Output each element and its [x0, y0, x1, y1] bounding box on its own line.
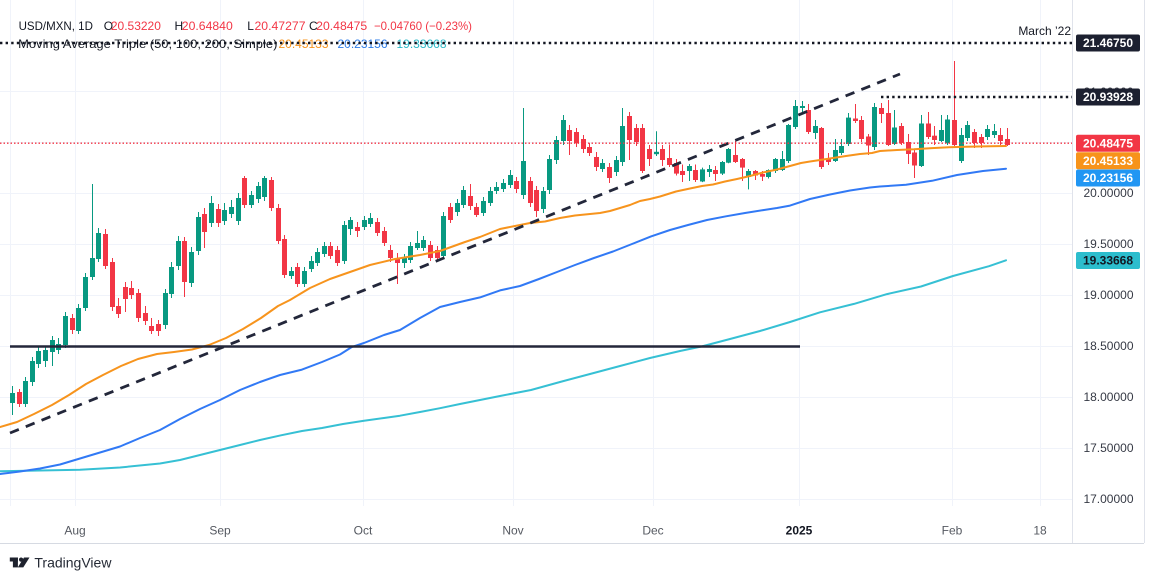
svg-text:19.50000: 19.50000	[1083, 237, 1133, 251]
svg-text:Sep: Sep	[209, 524, 231, 538]
svg-text:Aug: Aug	[64, 524, 85, 538]
svg-text:21.46750: 21.46750	[1083, 36, 1133, 50]
svg-text:19.33668: 19.33668	[1083, 254, 1133, 268]
svg-text:−0.04760 (−0.23%): −0.04760 (−0.23%)	[374, 19, 472, 33]
svg-text:20.47277: 20.47277	[255, 19, 306, 33]
svg-text:17.00000: 17.00000	[1083, 492, 1133, 506]
svg-text:20.53220: 20.53220	[111, 19, 161, 33]
svg-text:Nov: Nov	[502, 524, 523, 538]
svg-text:17.50000: 17.50000	[1083, 441, 1133, 455]
svg-text:20.48475: 20.48475	[316, 19, 367, 33]
svg-text:Oct: Oct	[354, 524, 373, 538]
svg-text:20.23156: 20.23156	[338, 37, 388, 51]
svg-text:O: O	[104, 19, 113, 33]
svg-text:18: 18	[1033, 524, 1047, 538]
svg-text:H: H	[175, 19, 184, 33]
svg-text:20.23156: 20.23156	[1083, 171, 1133, 185]
svg-text:20.00000: 20.00000	[1083, 186, 1133, 200]
svg-text:20.45133: 20.45133	[1083, 154, 1133, 168]
svg-text:2025: 2025	[786, 524, 813, 538]
svg-text:19.00000: 19.00000	[1083, 288, 1133, 302]
svg-text:TradingView: TradingView	[34, 555, 112, 571]
svg-text:C: C	[309, 19, 318, 33]
svg-text:L: L	[247, 19, 254, 33]
svg-text:20.93928: 20.93928	[1083, 90, 1133, 104]
svg-text:18.50000: 18.50000	[1083, 339, 1133, 353]
svg-text:20.64840: 20.64840	[182, 19, 233, 33]
svg-text:20.48475: 20.48475	[1083, 136, 1133, 150]
svg-text:Dec: Dec	[642, 524, 663, 538]
svg-text:18.00000: 18.00000	[1083, 390, 1133, 404]
svg-text:March ’22: March ’22	[1018, 24, 1071, 38]
svg-text:USD/MXN, 1D: USD/MXN, 1D	[19, 19, 94, 33]
svg-text:Feb: Feb	[942, 524, 963, 538]
